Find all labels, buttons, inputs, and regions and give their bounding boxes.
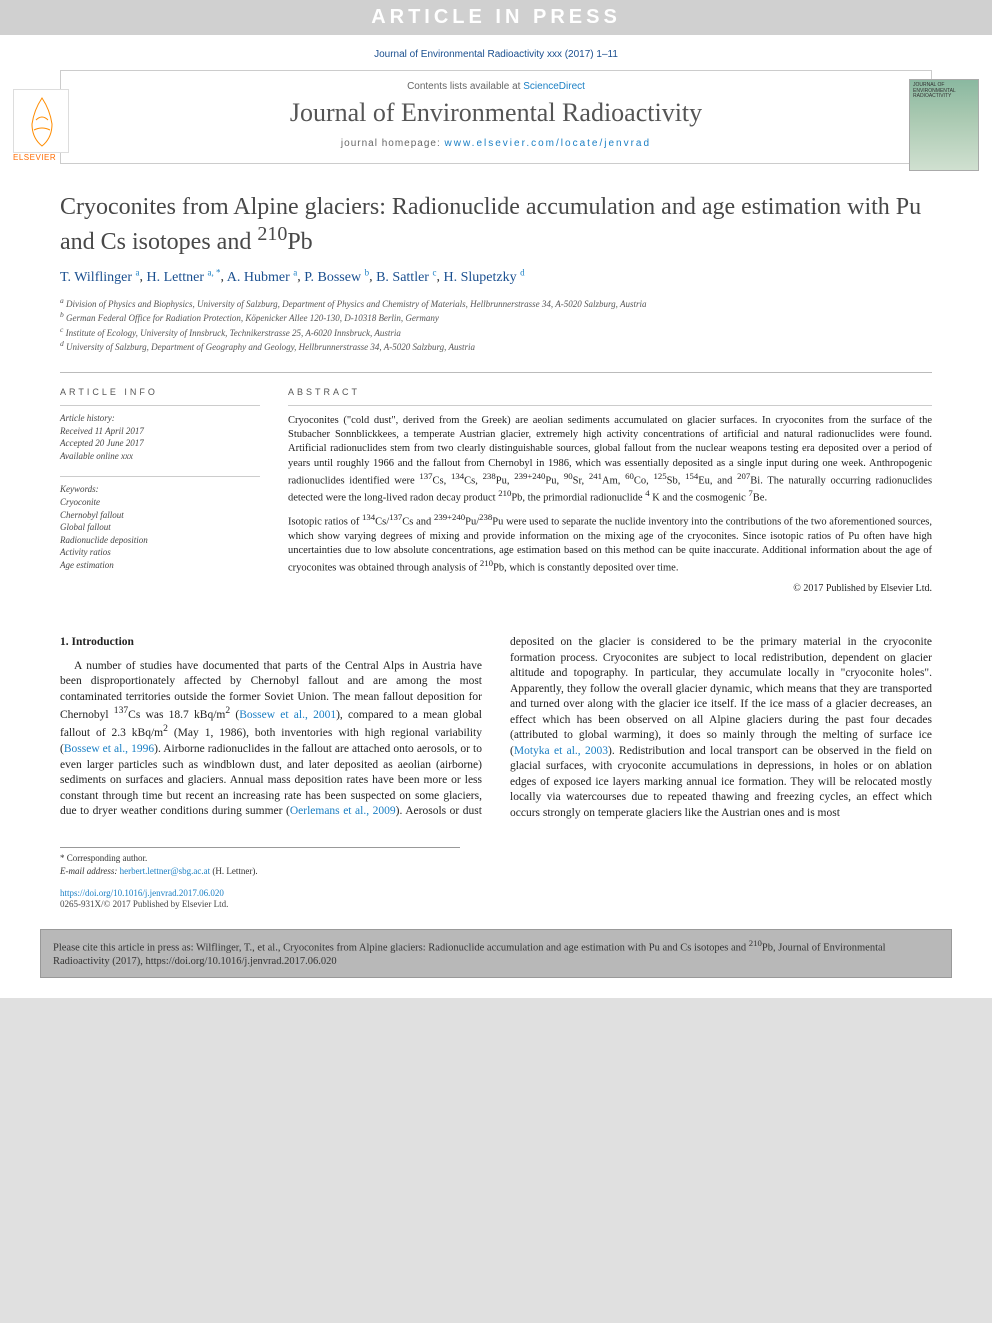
article-title: Cryoconites from Alpine glaciers: Radion… <box>60 192 932 257</box>
author-1[interactable]: T. Wilflinger a <box>60 270 140 285</box>
history-online: Available online xxx <box>60 450 260 463</box>
article-body: Cryoconites from Alpine glaciers: Radion… <box>0 164 992 821</box>
affiliation-a: a Division of Physics and Biophysics, Un… <box>60 296 932 311</box>
keyword-6: Age estimation <box>60 559 260 572</box>
article-in-press-banner: ARTICLE IN PRESS <box>0 0 992 35</box>
doi-link[interactable]: https://doi.org/10.1016/j.jenvrad.2017.0… <box>60 888 932 900</box>
history-heading: Article history: <box>60 412 260 425</box>
history-accepted: Accepted 20 June 2017 <box>60 437 260 450</box>
keyword-3: Global fallout <box>60 521 260 534</box>
article-info-column: ARTICLE INFO Article history: Received 1… <box>60 387 260 595</box>
elsevier-logo-icon <box>13 89 69 153</box>
author-5[interactable]: B. Sattler c <box>376 270 436 285</box>
affiliations-block: a Division of Physics and Biophysics, Un… <box>60 296 932 354</box>
intro-heading: 1. Introduction <box>60 635 482 651</box>
article-info-label: ARTICLE INFO <box>60 387 260 397</box>
keywords-block: Keywords: Cryoconite Chernobyl fallout G… <box>60 476 260 571</box>
issn-copyright: 0265-931X/© 2017 Published by Elsevier L… <box>60 899 932 911</box>
keyword-5: Activity ratios <box>60 546 260 559</box>
author-2[interactable]: H. Lettner a, * <box>147 270 221 285</box>
publisher-label: ELSEVIER <box>13 153 56 162</box>
email-link[interactable]: herbert.lettner@sbg.ac.at <box>120 866 211 876</box>
homepage-link[interactable]: www.elsevier.com/locate/jenvrad <box>445 138 652 149</box>
author-6[interactable]: H. Slupetzky d <box>443 270 524 285</box>
author-3[interactable]: A. Hubmer a <box>227 270 298 285</box>
abstract-label: ABSTRACT <box>288 387 932 397</box>
abstract-copyright: © 2017 Published by Elsevier Ltd. <box>288 582 932 596</box>
keyword-4: Radionuclide deposition <box>60 534 260 547</box>
abstract-p2: Isotopic ratios of 134Cs/137Cs and 239+2… <box>288 512 932 576</box>
history-block: Article history: Received 11 April 2017 … <box>60 405 260 462</box>
author-4[interactable]: P. Bossew b <box>304 270 369 285</box>
affiliation-b: b German Federal Office for Radiation Pr… <box>60 310 932 325</box>
contents-label: Contents lists available at <box>407 81 523 92</box>
keyword-2: Chernobyl fallout <box>60 509 260 522</box>
journal-name-heading: Journal of Environmental Radioactivity <box>75 98 917 128</box>
keyword-1: Cryoconite <box>60 496 260 509</box>
journal-homepage-line: journal homepage: www.elsevier.com/locat… <box>75 138 917 149</box>
affiliation-c: c Institute of Ecology, University of In… <box>60 325 932 340</box>
journal-cover-thumbnail: JOURNAL OF ENVIRONMENTAL RADIOACTIVITY <box>909 79 979 171</box>
journal-citation-line: Journal of Environmental Radioactivity x… <box>0 35 992 66</box>
abstract-p1: Cryoconites ("cold dust", derived from t… <box>288 414 932 506</box>
homepage-label: journal homepage: <box>341 138 445 149</box>
cover-title-text: JOURNAL OF ENVIRONMENTAL RADIOACTIVITY <box>913 83 975 100</box>
authors-line: T. Wilflinger a, H. Lettner a, *, A. Hub… <box>60 267 932 286</box>
affiliation-d: d University of Salzburg, Department of … <box>60 339 932 354</box>
doi-block: https://doi.org/10.1016/j.jenvrad.2017.0… <box>60 888 932 911</box>
keywords-heading: Keywords: <box>60 483 260 496</box>
corresponding-email-line: E-mail address: herbert.lettner@sbg.ac.a… <box>60 865 460 878</box>
intro-paragraph: A number of studies have documented that… <box>60 635 932 821</box>
abstract-text: Cryoconites ("cold dust", derived from t… <box>288 405 932 595</box>
abstract-column: ABSTRACT Cryoconites ("cold dust", deriv… <box>288 387 932 595</box>
journal-header-frame: ELSEVIER JOURNAL OF ENVIRONMENTAL RADIOA… <box>60 70 932 164</box>
contents-available-line: Contents lists available at ScienceDirec… <box>75 81 917 92</box>
corresponding-author-block: * Corresponding author. E-mail address: … <box>60 847 460 877</box>
corresponding-label: * Corresponding author. <box>60 852 460 865</box>
history-received: Received 11 April 2017 <box>60 425 260 438</box>
introduction-section: 1. Introduction A number of studies have… <box>60 635 932 821</box>
info-abstract-row: ARTICLE INFO Article history: Received 1… <box>60 372 932 595</box>
citation-box: Please cite this article in press as: Wi… <box>40 929 952 978</box>
sciencedirect-link[interactable]: ScienceDirect <box>523 81 585 92</box>
page-root: ARTICLE IN PRESS Journal of Environmenta… <box>0 0 992 998</box>
